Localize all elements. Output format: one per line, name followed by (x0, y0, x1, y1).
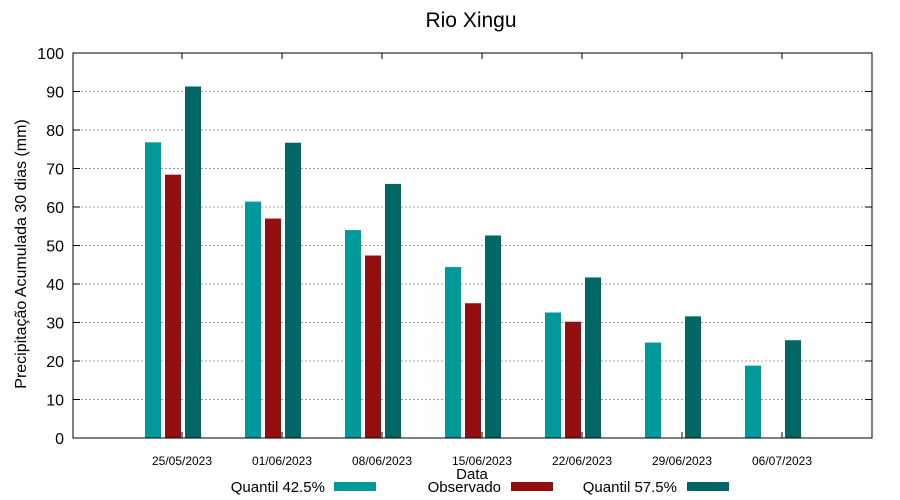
bar (145, 142, 161, 438)
bar (185, 86, 201, 439)
y-tick-label: 90 (46, 85, 64, 102)
bar (265, 218, 281, 438)
x-tick-label: 15/06/2023 (452, 454, 512, 468)
legend-swatch (334, 482, 376, 491)
x-axis-ticks: 25/05/2023 01/06/2023 08/06/2023 15/06/2023… (152, 53, 812, 468)
legend-label: Quantil 57.5% (583, 479, 677, 496)
bar (585, 277, 601, 438)
bar (245, 201, 261, 438)
y-tick-label: 60 (46, 200, 64, 217)
bar (345, 230, 361, 438)
bar (565, 321, 581, 438)
legend-swatch (511, 482, 553, 491)
x-tick-label: 29/06/2023 (652, 454, 712, 468)
bar (165, 174, 181, 438)
bar (485, 235, 501, 438)
y-tick-label: 30 (46, 316, 64, 333)
bar (645, 342, 661, 438)
bar (465, 303, 481, 438)
chart-title: Rio Xingu (425, 9, 516, 32)
x-tick-label: 25/05/2023 (152, 454, 212, 468)
bar (785, 340, 801, 438)
y-tick-label: 50 (46, 239, 64, 256)
legend-swatch (687, 482, 729, 491)
legend-label: Observado (428, 479, 501, 496)
y-tick-label: 20 (46, 354, 64, 371)
y-tick-label: 0 (55, 431, 64, 448)
x-tick-label: 01/06/2023 (252, 454, 312, 468)
bar (365, 255, 381, 438)
y-axis-ticks: 0 10 20 30 40 50 60 70 80 90 100 (37, 46, 872, 448)
y-axis-label: Precipitação Acumulada 30 dias (mm) (13, 119, 30, 388)
y-tick-label: 100 (37, 46, 64, 63)
y-tick-label: 80 (46, 123, 64, 140)
bar (745, 365, 761, 438)
x-axis-label: Data (456, 466, 488, 483)
legend-label: Quantil 42.5% (231, 479, 325, 496)
bars (145, 86, 801, 439)
bar (445, 267, 461, 438)
bar (285, 142, 301, 438)
y-tick-label: 40 (46, 277, 64, 294)
y-tick-label: 70 (46, 162, 64, 179)
gridlines (73, 91, 872, 400)
x-tick-label: 06/07/2023 (752, 454, 812, 468)
bar (385, 183, 401, 438)
legend: Quantil 42.5% Observado Quantil 57.5% (231, 479, 729, 496)
y-tick-label: 10 (46, 393, 64, 410)
x-tick-label: 22/06/2023 (552, 454, 612, 468)
bar (545, 312, 561, 438)
x-tick-label: 08/06/2023 (352, 454, 412, 468)
bar (685, 316, 701, 438)
